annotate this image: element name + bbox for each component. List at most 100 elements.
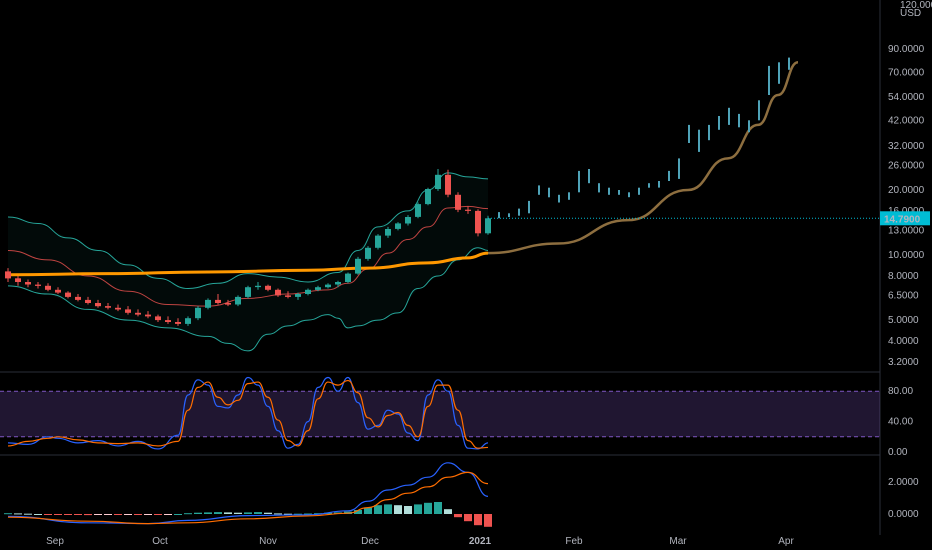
projected-bar[interactable] [598, 183, 600, 193]
candle-body[interactable] [45, 285, 51, 290]
projected-bar[interactable] [758, 100, 760, 121]
projected-bar[interactable] [578, 170, 580, 193]
macd-histogram-bar[interactable] [454, 514, 462, 518]
candle-body[interactable] [155, 316, 161, 321]
candle-body[interactable] [435, 174, 441, 189]
projected-bar[interactable] [748, 120, 750, 133]
macd-histogram-bar[interactable] [364, 507, 372, 514]
projected-bar[interactable] [618, 190, 620, 195]
macd-histogram-bar[interactable] [434, 502, 442, 514]
macd-histogram-bar[interactable] [124, 514, 132, 515]
projected-bar[interactable] [688, 124, 690, 143]
candle-body[interactable] [445, 174, 451, 195]
candle-body[interactable] [105, 306, 111, 308]
projected-bar[interactable] [628, 192, 630, 198]
candle-body[interactable] [205, 299, 211, 308]
candle-body[interactable] [285, 295, 291, 297]
stochastic-rsi-panel[interactable] [0, 376, 880, 450]
macd-histogram-bar[interactable] [64, 514, 72, 515]
projected-bar[interactable] [698, 129, 700, 152]
macd-histogram-bar[interactable] [424, 502, 432, 514]
macd-histogram-bar[interactable] [14, 513, 22, 515]
candle-body[interactable] [225, 303, 231, 305]
projected-bar[interactable] [548, 187, 550, 198]
macd-histogram-bar[interactable] [164, 514, 172, 515]
candle-body[interactable] [475, 210, 481, 234]
candle-body[interactable] [185, 318, 191, 324]
candle-body[interactable] [345, 273, 351, 282]
candle-body[interactable] [305, 289, 311, 294]
candle-body[interactable] [365, 247, 371, 259]
candle-body[interactable] [25, 282, 31, 285]
candle-body[interactable] [55, 289, 61, 293]
candle-body[interactable] [355, 258, 361, 274]
candle-body[interactable] [395, 223, 401, 229]
candle-body[interactable] [215, 299, 221, 303]
projected-bar[interactable] [518, 208, 520, 216]
projected-bar[interactable] [728, 107, 730, 125]
macd-histogram-bar[interactable] [204, 512, 212, 514]
macd-histogram-bar[interactable] [394, 505, 402, 514]
projected-bar[interactable] [608, 187, 610, 195]
macd-histogram-bar[interactable] [474, 514, 482, 526]
projected-bar[interactable] [568, 192, 570, 200]
candle-body[interactable] [265, 285, 271, 290]
macd-histogram-bar[interactable] [44, 514, 52, 515]
candle-body[interactable] [415, 204, 421, 217]
macd-histogram-bar[interactable] [254, 512, 262, 514]
macd-histogram-bar[interactable] [304, 513, 312, 515]
candle-body[interactable] [115, 307, 121, 310]
macd-histogram-bar[interactable] [464, 514, 472, 522]
projected-bar[interactable] [708, 124, 710, 141]
projected-bar[interactable] [738, 113, 740, 128]
candle-body[interactable] [485, 218, 491, 234]
macd-histogram-bar[interactable] [354, 510, 362, 514]
candle-body[interactable] [275, 289, 281, 296]
candle-body[interactable] [35, 284, 41, 286]
macd-histogram-bar[interactable] [84, 514, 92, 516]
macd-histogram-bar[interactable] [54, 514, 62, 515]
macd-histogram-bar[interactable] [174, 514, 182, 515]
candle-body[interactable] [175, 322, 181, 324]
candle-body[interactable] [85, 299, 91, 303]
macd-histogram-bar[interactable] [4, 513, 12, 515]
candle-body[interactable] [385, 229, 391, 236]
macd-histogram-bar[interactable] [244, 512, 252, 514]
macd-histogram-bar[interactable] [374, 505, 382, 514]
candle-body[interactable] [405, 217, 411, 224]
candle-body[interactable] [195, 307, 201, 319]
macd-histogram-bar[interactable] [214, 512, 222, 514]
candle-body[interactable] [165, 320, 171, 322]
macd-histogram-bar[interactable] [24, 513, 32, 515]
macd-histogram-bar[interactable] [144, 514, 152, 515]
candle-body[interactable] [135, 312, 141, 315]
projected-bar[interactable] [538, 185, 540, 195]
macd-histogram-bar[interactable] [264, 512, 272, 514]
projected-bar[interactable] [658, 181, 660, 188]
macd-histogram-bar[interactable] [384, 504, 392, 514]
candle-body[interactable] [65, 292, 71, 297]
projected-bar[interactable] [788, 57, 790, 70]
candle-body[interactable] [325, 284, 331, 288]
macd-panel[interactable] [4, 462, 492, 527]
projected-bar[interactable] [678, 158, 680, 179]
candle-body[interactable] [375, 235, 381, 248]
projected-bar[interactable] [508, 213, 510, 217]
macd-histogram-bar[interactable] [154, 514, 162, 515]
candle-body[interactable] [425, 189, 431, 205]
macd-histogram-bar[interactable] [224, 512, 232, 514]
projected-bar[interactable] [588, 169, 590, 184]
projected-bar[interactable] [718, 116, 720, 130]
candle-body[interactable] [465, 209, 471, 211]
candle-body[interactable] [245, 287, 251, 297]
projected-bar[interactable] [558, 194, 560, 203]
macd-histogram-bar[interactable] [444, 509, 452, 514]
macd-histogram-bar[interactable] [234, 512, 242, 514]
macd-histogram-bar[interactable] [194, 512, 202, 514]
macd-histogram-bar[interactable] [184, 513, 192, 515]
candle-body[interactable] [255, 285, 261, 288]
candle-body[interactable] [335, 282, 341, 285]
candle-body[interactable] [145, 314, 151, 317]
candle-body[interactable] [235, 296, 241, 305]
macd-histogram-bar[interactable] [34, 514, 42, 515]
